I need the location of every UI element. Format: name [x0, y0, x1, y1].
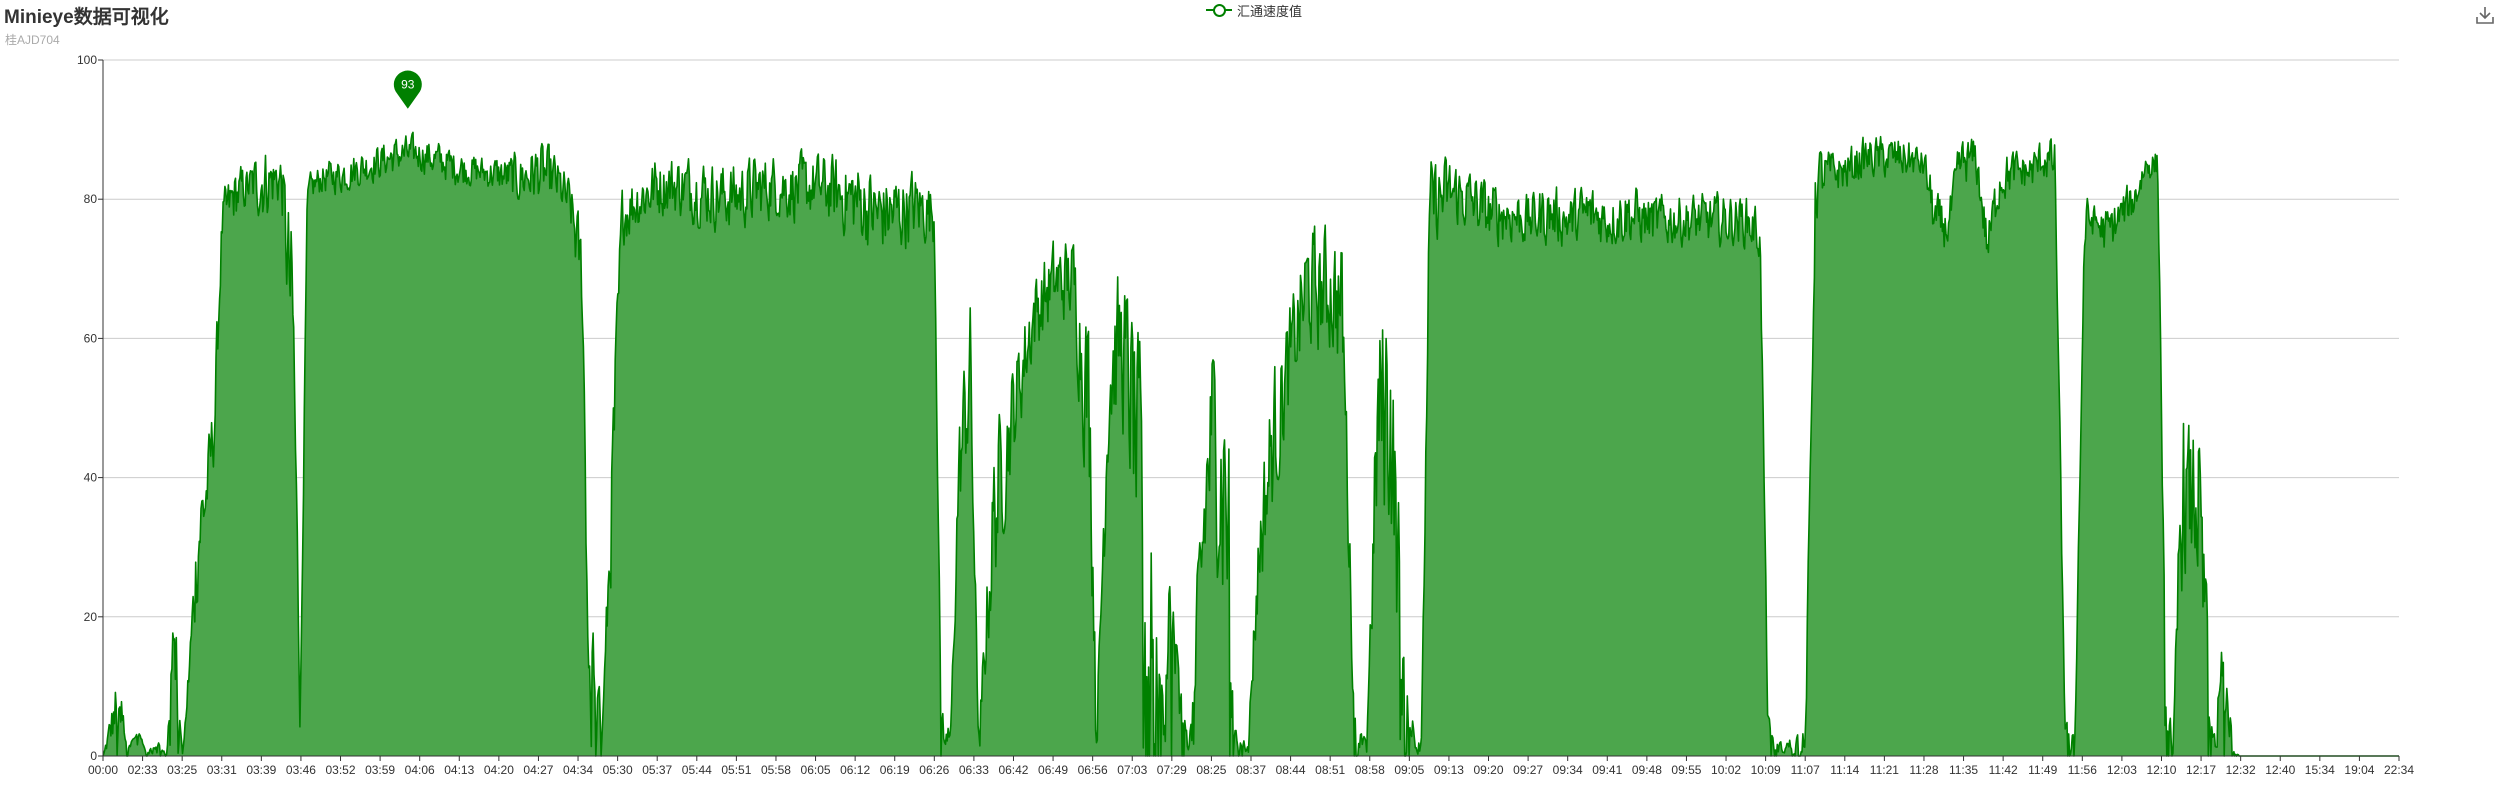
x-tick-label: 12:03	[2107, 763, 2137, 777]
y-tick-label: 0	[90, 749, 97, 763]
max-marker[interactable]: 93	[393, 70, 422, 109]
x-tick-label: 05:44	[682, 763, 712, 777]
x-tick-label: 10:09	[1751, 763, 1781, 777]
legend-line-symbol	[1206, 3, 1232, 17]
x-tick-label: 05:58	[761, 763, 791, 777]
x-tick-label: 11:49	[2028, 763, 2057, 777]
x-tick-label: 09:13	[1434, 763, 1464, 777]
x-tick-label: 02:33	[128, 763, 158, 777]
y-tick-label: 40	[84, 471, 98, 485]
y-tick-label: 80	[84, 192, 98, 206]
x-tick-label: 11:56	[2068, 763, 2097, 777]
chart-title: Minieye数据可视化	[4, 7, 169, 28]
x-tick-label: 06:05	[801, 763, 831, 777]
x-tick-label: 08:58	[1355, 763, 1385, 777]
x-tick-label: 06:26	[919, 763, 949, 777]
legend-label: 汇通速度值	[1237, 3, 1303, 19]
max-marker-pin	[393, 70, 422, 109]
x-tick-label: 04:27	[523, 763, 553, 777]
x-tick-label: 22:34	[2384, 763, 2414, 777]
series-area-fill	[103, 132, 2399, 756]
x-tick-label: 08:51	[1315, 763, 1345, 777]
x-tick-label: 09:34	[1553, 763, 1583, 777]
x-tick-label: 03:59	[365, 763, 395, 777]
x-tick-label: 04:13	[444, 763, 474, 777]
legend-item[interactable]: 汇通速度值	[1206, 2, 1303, 19]
axes: 0 20 40 60 80 100 00:00 02:33 03:25 03:31 03:39 03:…	[77, 53, 2414, 777]
x-tick-label: 06:56	[1078, 763, 1108, 777]
x-tick-label: 06:33	[959, 763, 989, 777]
x-tick-label: 03:46	[286, 763, 316, 777]
x-tick-label: 08:37	[1236, 763, 1266, 777]
x-tick-label: 11:42	[1989, 763, 2018, 777]
x-tick-label: 12:40	[2265, 763, 2295, 777]
x-tick-label: 09:20	[1474, 763, 1504, 777]
x-tick-label: 11:28	[1909, 763, 1938, 777]
x-tick-label: 06:42	[998, 763, 1028, 777]
y-tick-label: 20	[84, 610, 98, 624]
x-tick-label: 08:25	[1196, 763, 1226, 777]
chart-subtitle: 桂AJD704	[5, 33, 60, 47]
x-tick-label: 04:06	[405, 763, 435, 777]
x-tick-label: 07:03	[1117, 763, 1147, 777]
x-tick-label: 10:02	[1711, 763, 1741, 777]
x-tick-label: 15:34	[2305, 763, 2335, 777]
max-marker-label: 93	[401, 78, 415, 92]
x-tick-label: 00:00	[88, 763, 118, 777]
x-tick-label: 11:35	[1949, 763, 1978, 777]
x-tick-label: 04:34	[563, 763, 593, 777]
y-tick-label: 60	[84, 331, 98, 345]
x-tick-label: 19:04	[2344, 763, 2374, 777]
x-tick-label: 11:21	[1870, 763, 1899, 777]
x-tick-label: 04:20	[484, 763, 514, 777]
x-tick-label: 06:12	[840, 763, 870, 777]
x-tick-label: 03:39	[246, 763, 276, 777]
x-tick-label: 03:31	[207, 763, 237, 777]
download-icon	[2476, 7, 2494, 24]
x-tick-label: 09:41	[1592, 763, 1622, 777]
x-tick-label: 06:19	[880, 763, 910, 777]
x-tick-label: 09:05	[1394, 763, 1424, 777]
x-tick-label: 12:17	[2186, 763, 2216, 777]
x-tick-label: 11:07	[1791, 763, 1820, 777]
x-tick-label: 09:55	[1671, 763, 1701, 777]
x-tick-label: 07:29	[1157, 763, 1187, 777]
x-tick-label: 08:44	[1276, 763, 1306, 777]
x-tick-label: 11:14	[1830, 763, 1859, 777]
download-button[interactable]	[2474, 4, 2496, 26]
y-tick-label: 100	[77, 53, 97, 67]
x-tick-label: 05:30	[603, 763, 633, 777]
series-area	[102, 131, 2399, 757]
x-tick-label: 03:25	[167, 763, 197, 777]
x-tick-label: 05:51	[721, 763, 751, 777]
x-tick-label: 03:52	[326, 763, 356, 777]
x-tick-label: 06:49	[1038, 763, 1068, 777]
series-line	[102, 131, 2399, 757]
x-tick-label: 09:27	[1513, 763, 1543, 777]
x-tick-label: 09:48	[1632, 763, 1662, 777]
max-marker-layer: 93	[393, 70, 422, 109]
x-tick-label: 12:10	[2146, 763, 2176, 777]
x-tick-label: 12:32	[2226, 763, 2256, 777]
x-tick-label: 05:37	[642, 763, 672, 777]
